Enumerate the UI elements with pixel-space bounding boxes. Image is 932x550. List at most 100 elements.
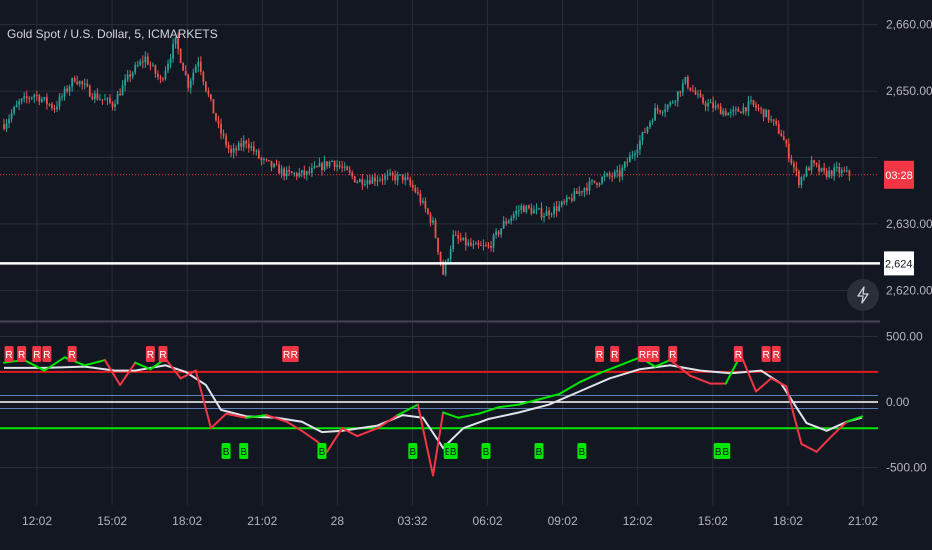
candle-body: [109, 98, 111, 103]
support-level-marker[interactable]: [884, 251, 914, 276]
osc-fast-segment: [416, 403, 434, 477]
sell-signal[interactable]: [668, 346, 678, 362]
sell-signal-label: R: [651, 350, 658, 361]
candle-body: [232, 148, 235, 153]
sell-signal[interactable]: [289, 346, 299, 362]
buy-signal[interactable]: [713, 443, 723, 459]
candle-body: [654, 108, 656, 121]
osc-fast-segment: [209, 412, 228, 430]
candle-body: [212, 99, 215, 114]
time-axis[interactable]: [0, 506, 932, 550]
buy-signal[interactable]: [221, 443, 231, 459]
time-axis-label: 21:02: [247, 514, 277, 528]
buy-signal[interactable]: [481, 443, 491, 459]
candle-body: [611, 175, 614, 177]
sell-signal-label: R: [639, 350, 646, 361]
candle-body: [520, 205, 523, 211]
current-price-marker[interactable]: [884, 160, 914, 189]
sell-signal[interactable]: [32, 346, 42, 362]
candle-body: [618, 170, 621, 177]
buy-signal[interactable]: [534, 443, 544, 459]
candle-body: [505, 221, 508, 224]
sell-signal[interactable]: [610, 346, 620, 362]
candle-body: [401, 174, 404, 181]
candle-body: [30, 97, 33, 99]
candle-body: [353, 176, 356, 183]
candle-body: [626, 162, 629, 164]
sell-signal[interactable]: [595, 346, 605, 362]
sell-signal[interactable]: [42, 346, 52, 362]
candle-body: [545, 210, 548, 217]
sell-signal-label: R: [18, 350, 25, 361]
candle-body: [333, 160, 336, 168]
candle-body: [785, 140, 788, 144]
candle-body: [293, 173, 296, 175]
candle-body: [621, 167, 624, 177]
time-axis-label: 28: [331, 514, 345, 528]
buy-signal[interactable]: [577, 443, 587, 459]
flash-button[interactable]: [847, 279, 879, 311]
osc-fast-segment: [845, 415, 863, 423]
candle-body: [199, 61, 202, 72]
candle-body: [366, 180, 369, 184]
candle-body: [742, 107, 745, 114]
candle-body: [719, 106, 722, 115]
candle-body: [575, 191, 578, 194]
osc-fast-segment: [689, 374, 712, 385]
candle-body: [316, 166, 318, 168]
sell-signal[interactable]: [17, 346, 27, 362]
candle-body: [131, 72, 134, 77]
candle-body: [588, 181, 591, 191]
buy-signal[interactable]: [408, 443, 418, 459]
sell-signal[interactable]: [771, 346, 781, 362]
candle-body: [787, 143, 790, 159]
osc-fast-segment: [578, 372, 601, 384]
candle-body: [68, 86, 71, 92]
sell-signal[interactable]: [145, 346, 155, 362]
candle-body: [343, 166, 346, 168]
lightning-icon: [857, 286, 869, 304]
candle-body: [437, 237, 439, 253]
candle-body: [823, 167, 826, 171]
candle-body: [88, 85, 91, 97]
candle-body: [747, 101, 750, 112]
candle-body: [808, 167, 810, 171]
sell-signal[interactable]: [761, 346, 771, 362]
sell-signal[interactable]: [67, 346, 77, 362]
buy-signal[interactable]: [721, 443, 731, 459]
candle-body: [628, 155, 631, 163]
sell-signal[interactable]: [650, 346, 660, 362]
candle-body: [255, 150, 258, 152]
sell-signal[interactable]: [282, 346, 292, 362]
candle-body: [694, 90, 697, 95]
osc-fast-segment: [134, 361, 152, 371]
candle-body: [182, 62, 185, 71]
candle-body: [757, 107, 760, 109]
sell-signal[interactable]: [158, 346, 168, 362]
candle-body: [517, 210, 520, 212]
sell-signal[interactable]: [4, 346, 14, 362]
candle-body: [679, 91, 682, 93]
candle-body: [404, 177, 407, 181]
buy-signal[interactable]: [448, 443, 458, 459]
candle-body: [225, 135, 227, 145]
candle-body: [555, 206, 558, 211]
candle-body: [8, 118, 10, 124]
candle-body: [623, 162, 626, 168]
candle-body: [538, 208, 540, 210]
sell-signal[interactable]: [733, 346, 743, 362]
sell-signal[interactable]: [637, 346, 647, 362]
buy-signal[interactable]: [317, 443, 327, 459]
candle-body: [689, 87, 692, 91]
candle-body: [275, 163, 278, 165]
osc-fast-segment: [300, 429, 318, 443]
candle-body: [782, 136, 785, 141]
candle-body: [152, 65, 154, 67]
candle-body: [73, 78, 76, 82]
osc-fast-segment: [326, 427, 344, 453]
buy-signal[interactable]: [239, 443, 249, 459]
candle-body: [18, 101, 21, 105]
candle-body: [500, 228, 503, 235]
